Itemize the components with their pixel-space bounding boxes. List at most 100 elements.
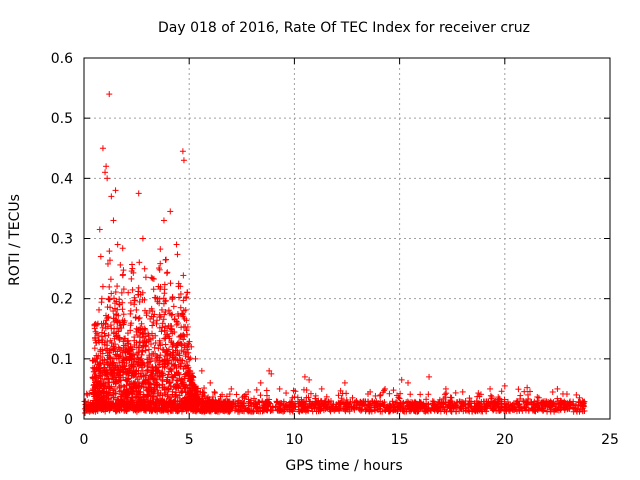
data-point bbox=[180, 323, 187, 330]
data-point bbox=[434, 408, 441, 415]
data-point bbox=[295, 408, 302, 415]
data-point bbox=[524, 384, 531, 391]
y-tick-label: 0.1 bbox=[51, 352, 73, 368]
data-point bbox=[96, 226, 103, 233]
data-point bbox=[466, 395, 473, 402]
data-point bbox=[385, 408, 392, 415]
data-point bbox=[173, 241, 180, 248]
data-point bbox=[211, 389, 218, 396]
data-point bbox=[429, 400, 436, 407]
data-point bbox=[393, 392, 400, 399]
data-point bbox=[492, 397, 499, 404]
data-point bbox=[401, 408, 408, 415]
data-point bbox=[425, 401, 432, 408]
data-point bbox=[398, 401, 405, 408]
data-point bbox=[139, 235, 146, 242]
data-point bbox=[478, 408, 485, 415]
data-point bbox=[382, 407, 389, 414]
data-point bbox=[98, 295, 105, 302]
data-point bbox=[135, 190, 142, 197]
data-point bbox=[168, 312, 175, 319]
data-point bbox=[331, 407, 338, 414]
data-point bbox=[106, 248, 113, 255]
data-point bbox=[498, 400, 505, 407]
data-point bbox=[382, 385, 389, 392]
data-point bbox=[484, 402, 491, 409]
data-point bbox=[570, 408, 577, 415]
data-point bbox=[112, 187, 119, 194]
data-point bbox=[303, 407, 310, 414]
data-point bbox=[131, 301, 138, 308]
data-point bbox=[170, 303, 177, 310]
data-point bbox=[149, 275, 156, 282]
data-point bbox=[298, 407, 305, 414]
data-point bbox=[160, 217, 167, 224]
data-point bbox=[192, 355, 199, 362]
data-point bbox=[490, 407, 497, 414]
data-point bbox=[503, 404, 510, 411]
y-tick-label: 0.5 bbox=[51, 111, 73, 127]
data-point bbox=[136, 259, 143, 266]
data-point bbox=[135, 284, 142, 291]
data-point bbox=[452, 389, 459, 396]
data-point bbox=[232, 399, 239, 406]
data-point bbox=[114, 241, 121, 248]
data-point bbox=[167, 280, 174, 287]
data-point bbox=[476, 393, 483, 400]
data-point bbox=[102, 169, 109, 176]
data-point bbox=[265, 403, 272, 410]
data-point bbox=[448, 408, 455, 415]
data-point bbox=[225, 398, 232, 405]
data-point bbox=[487, 392, 494, 399]
data-point bbox=[517, 404, 524, 411]
data-point bbox=[526, 388, 533, 395]
data-point bbox=[96, 306, 103, 313]
data-point bbox=[161, 290, 168, 297]
y-axis-label: ROTI / TECUs bbox=[7, 194, 23, 286]
data-point bbox=[498, 388, 505, 395]
data-point bbox=[91, 345, 98, 352]
data-point bbox=[145, 346, 152, 353]
data-point bbox=[150, 286, 157, 293]
data-point bbox=[292, 388, 299, 395]
data-point bbox=[494, 401, 501, 408]
data-point bbox=[180, 157, 187, 164]
data-point bbox=[515, 386, 522, 393]
data-point bbox=[114, 283, 121, 290]
data-point bbox=[501, 382, 508, 389]
data-point bbox=[163, 256, 170, 263]
data-point bbox=[128, 275, 135, 282]
data-point bbox=[119, 306, 126, 313]
data-point bbox=[314, 404, 321, 411]
data-point bbox=[107, 276, 114, 283]
data-point bbox=[338, 395, 345, 402]
data-point bbox=[157, 246, 164, 253]
data-point bbox=[554, 385, 561, 392]
data-point bbox=[83, 402, 90, 409]
y-tick-label: 0 bbox=[64, 412, 73, 428]
data-point bbox=[369, 400, 376, 407]
data-point bbox=[291, 394, 298, 401]
data-point bbox=[426, 373, 433, 380]
data-point bbox=[108, 290, 115, 297]
data-point bbox=[263, 387, 270, 394]
data-point bbox=[495, 394, 502, 401]
data-point bbox=[201, 385, 208, 392]
data-point bbox=[534, 393, 541, 400]
data-point bbox=[233, 405, 240, 412]
data-point bbox=[539, 399, 546, 406]
data-point bbox=[107, 322, 114, 329]
data-point bbox=[563, 391, 570, 398]
data-point bbox=[459, 388, 466, 395]
data-point bbox=[366, 407, 373, 414]
data-point bbox=[287, 407, 294, 414]
data-point bbox=[452, 402, 459, 409]
data-point bbox=[335, 392, 342, 399]
data-point bbox=[573, 391, 580, 398]
data-point bbox=[397, 390, 404, 397]
data-point bbox=[174, 251, 181, 258]
data-point bbox=[565, 405, 572, 412]
data-point bbox=[476, 400, 483, 407]
data-point bbox=[326, 406, 333, 413]
